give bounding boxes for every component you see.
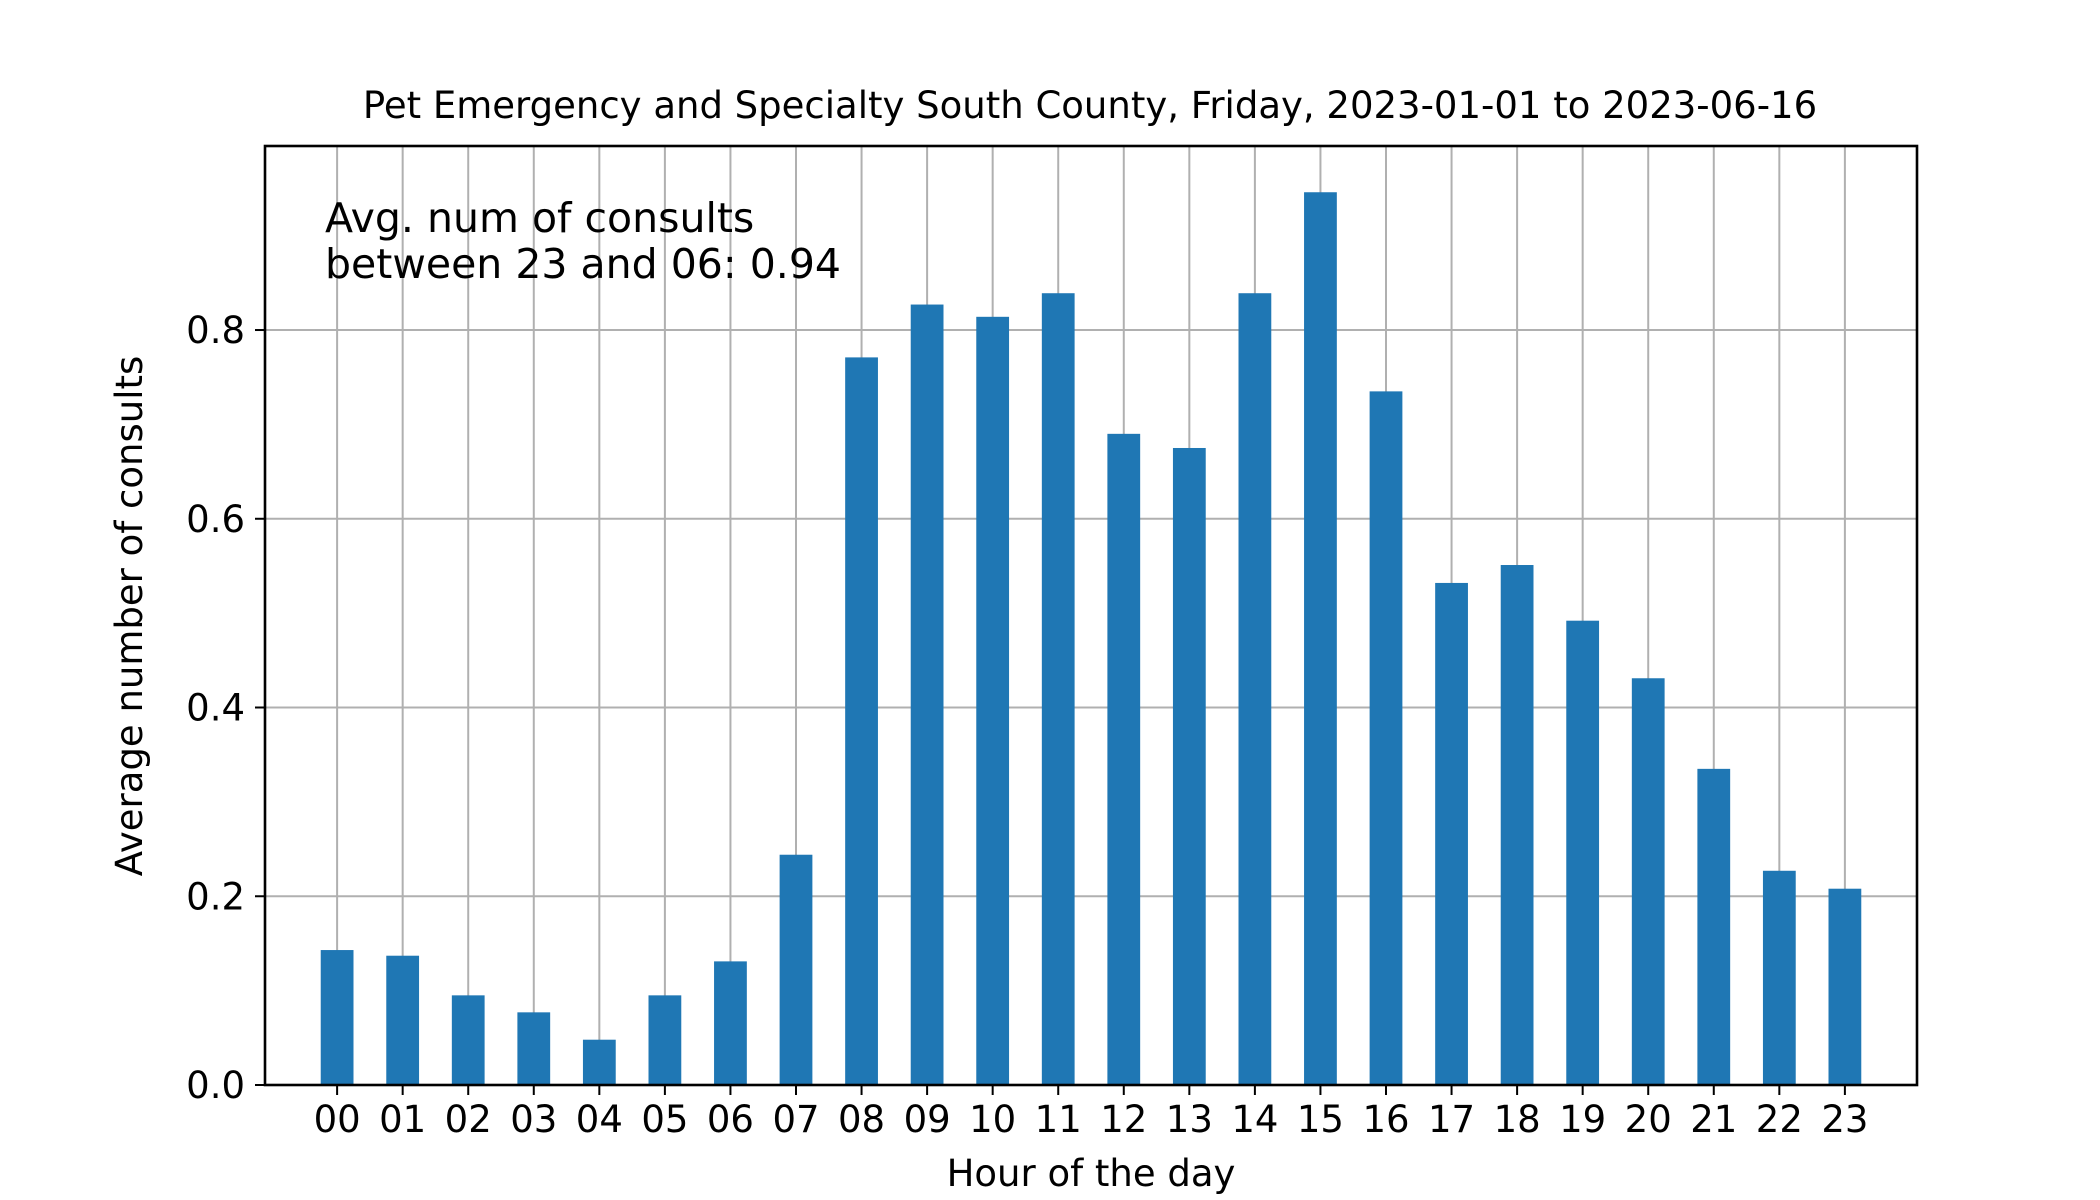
bar-hour-22 xyxy=(1762,870,1796,1085)
bar-hour-03 xyxy=(517,1012,551,1085)
bar-hour-01 xyxy=(386,955,420,1085)
bar-hour-15 xyxy=(1304,192,1337,1086)
plot-frame xyxy=(263,144,1919,1087)
x-tick-label: 07 xyxy=(772,1098,819,1141)
bar-hour-21 xyxy=(1697,768,1731,1085)
bar-hour-00 xyxy=(320,950,354,1085)
x-tick-label: 14 xyxy=(1231,1098,1278,1141)
x-tick-label: 01 xyxy=(379,1098,426,1141)
bar-hour-07 xyxy=(779,854,813,1085)
bar-hour-08 xyxy=(845,357,878,1086)
y-tick-label: 0.0 xyxy=(186,1064,245,1107)
x-axis-label: Hour of the day xyxy=(947,1152,1236,1195)
x-tick-label: 11 xyxy=(1035,1098,1082,1141)
y-tick-label: 0.6 xyxy=(186,498,245,541)
x-tick-label: 10 xyxy=(969,1098,1016,1141)
x-tick-label: 12 xyxy=(1100,1098,1147,1141)
bar-hour-18 xyxy=(1500,565,1534,1085)
x-tick-label: 16 xyxy=(1362,1098,1409,1141)
bar-hour-04 xyxy=(582,1039,616,1085)
bar-hour-16 xyxy=(1369,391,1403,1085)
y-tick-label: 0.4 xyxy=(186,687,245,730)
x-tick-label: 03 xyxy=(510,1098,557,1141)
x-tick-label: 02 xyxy=(445,1098,492,1141)
bar-hour-12 xyxy=(1107,433,1141,1085)
y-tick-label: 0.2 xyxy=(186,875,245,918)
bar-hour-10 xyxy=(976,316,1010,1085)
x-tick-label: 00 xyxy=(314,1098,361,1141)
x-tick-label: 22 xyxy=(1756,1098,1803,1141)
y-axis-label: Average number of consults xyxy=(108,356,151,877)
x-tick-label: 15 xyxy=(1297,1098,1344,1141)
bar-hour-11 xyxy=(1041,293,1075,1085)
x-tick-label: 17 xyxy=(1428,1098,1475,1141)
x-axis-ticks: 00 01 02 03 04 05 06 07 08 09 10 11 12 13 14 15 16 17 18 19… xyxy=(314,1085,1868,1141)
bar-hour-02 xyxy=(451,995,485,1085)
bar-hour-13 xyxy=(1172,447,1206,1085)
x-tick-label: 05 xyxy=(641,1098,688,1141)
bar-hour-20 xyxy=(1631,678,1665,1085)
x-tick-label: 13 xyxy=(1166,1098,1213,1141)
chart-title: Pet Emergency and Specialty South County… xyxy=(363,84,1817,127)
x-tick-label: 09 xyxy=(904,1098,951,1141)
bar-hour-17 xyxy=(1435,582,1468,1085)
x-tick-label: 23 xyxy=(1821,1098,1868,1141)
bar-hour-23 xyxy=(1828,888,1862,1085)
x-tick-label: 08 xyxy=(838,1098,885,1141)
bar-hour-06 xyxy=(714,961,747,1085)
annotation-line-2: between 23 and 06: 0.94 xyxy=(325,240,841,288)
y-axis-ticks: 0.0 0.2 0.4 0.6 0.8 xyxy=(186,309,265,1107)
bar-hour-09 xyxy=(910,304,944,1085)
bar-hour-05 xyxy=(648,995,682,1085)
x-tick-label: 19 xyxy=(1559,1098,1606,1141)
x-tick-label: 18 xyxy=(1494,1098,1541,1141)
x-tick-label: 04 xyxy=(576,1098,623,1141)
bar-hour-19 xyxy=(1566,620,1600,1085)
x-tick-label: 06 xyxy=(707,1098,754,1141)
x-tick-label: 21 xyxy=(1690,1098,1737,1141)
annotation-line-1: Avg. num of consults xyxy=(325,194,754,242)
bar-hour-14 xyxy=(1238,293,1272,1085)
x-tick-label: 20 xyxy=(1625,1098,1672,1141)
y-tick-label: 0.8 xyxy=(186,309,245,352)
bars xyxy=(320,192,1862,1086)
